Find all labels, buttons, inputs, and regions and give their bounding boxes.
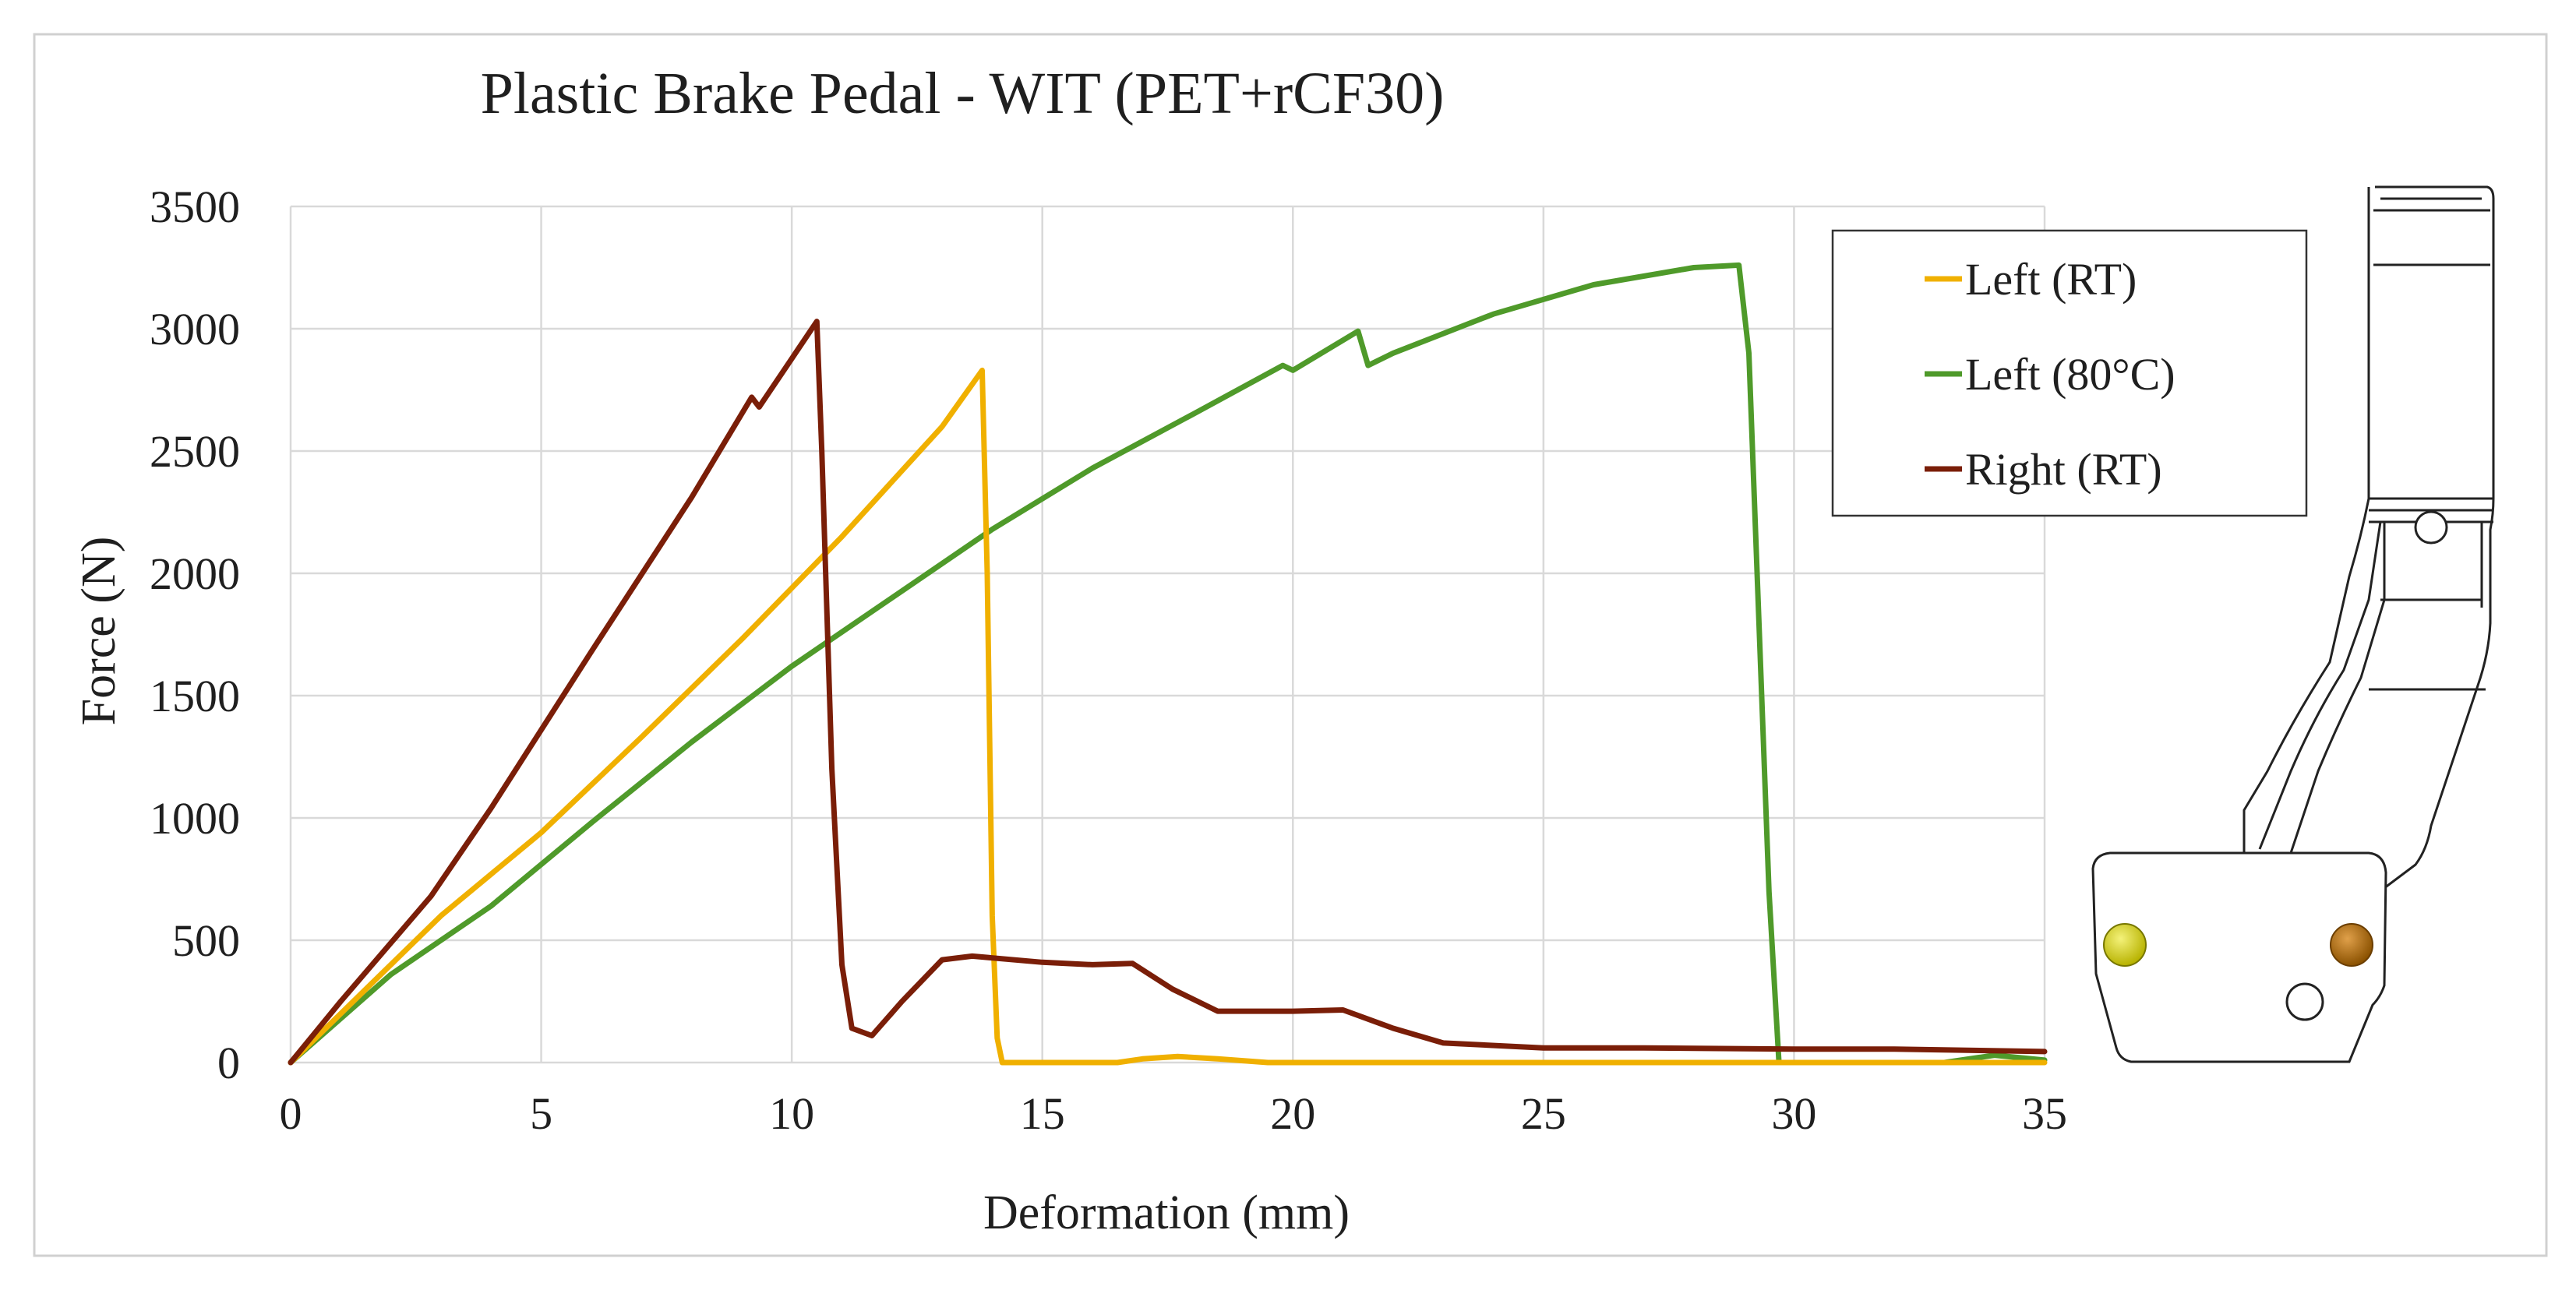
pedal-outline-left xyxy=(2243,187,2370,853)
legend: Left (RT) Left (80°C) Right (RT) xyxy=(1831,229,2308,517)
y-tick-labels: 0 500 1000 1500 2000 2500 3000 3500 xyxy=(150,182,240,1088)
y-tick-label: 500 xyxy=(172,915,240,966)
legend-label-1: Left (80°C) xyxy=(1965,349,2175,400)
x-tick-label: 20 xyxy=(1270,1088,1315,1139)
pedal-pad-hole xyxy=(2285,982,2324,1021)
left-sensor-marker-icon xyxy=(2103,923,2147,967)
x-tick-label: 25 xyxy=(1521,1088,1566,1139)
y-tick-label: 1000 xyxy=(150,793,240,844)
x-tick-label: 30 xyxy=(1771,1088,1816,1139)
right-sensor-marker-icon xyxy=(2330,923,2373,967)
legend-box xyxy=(1831,229,2308,517)
x-tick-label: 0 xyxy=(280,1088,302,1139)
y-tick-label: 3000 xyxy=(150,304,240,354)
brake-pedal-drawing xyxy=(2091,185,2495,1063)
x-tick-label: 5 xyxy=(530,1088,552,1139)
pedal-pivot-hole xyxy=(2414,510,2448,545)
figure-border xyxy=(33,33,2548,1257)
legend-label-0: Left (RT) xyxy=(1965,254,2137,305)
series-line-0 xyxy=(288,367,2048,1066)
y-tick-label: 2000 xyxy=(150,548,240,599)
x-axis-label: Deformation (mm) xyxy=(983,1186,1350,1239)
y-axis-label: Force (N) xyxy=(72,537,125,726)
x-tick-label: 35 xyxy=(2022,1088,2067,1139)
pedal-inner-lines xyxy=(2369,522,2486,691)
pedal-inner-line-left xyxy=(2258,521,2382,850)
series-lines xyxy=(288,262,2048,1066)
pedal-outline-right xyxy=(2375,185,2495,890)
x-tick-label: 10 xyxy=(769,1088,814,1139)
y-tick-label: 2500 xyxy=(150,426,240,477)
series-line-2 xyxy=(288,319,2048,1066)
chart-title: Plastic Brake Pedal - WIT (PET+rCF30) xyxy=(481,61,1445,126)
pedal-inner-line-mid xyxy=(2289,522,2386,854)
series-line-1 xyxy=(288,262,2048,1066)
y-tick-label: 3500 xyxy=(150,182,240,232)
legend-label-2: Right (RT) xyxy=(1965,444,2162,495)
x-tick-labels: 0 5 10 15 20 25 30 35 xyxy=(280,1088,2068,1139)
pedal-arm-lines xyxy=(2369,197,2493,523)
y-tick-label: 1500 xyxy=(150,671,240,721)
x-tick-label: 15 xyxy=(1020,1088,1065,1139)
y-tick-label: 0 xyxy=(217,1038,240,1088)
